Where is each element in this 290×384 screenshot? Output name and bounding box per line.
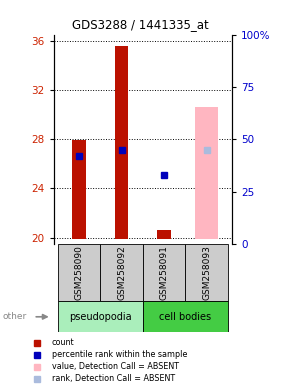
Text: pseudopodia: pseudopodia — [69, 312, 132, 322]
Text: percentile rank within the sample: percentile rank within the sample — [52, 350, 187, 359]
Text: cell bodies: cell bodies — [159, 312, 211, 322]
Text: other: other — [3, 312, 27, 321]
Bar — [157, 230, 171, 239]
Bar — [58, 301, 143, 332]
Bar — [58, 244, 100, 301]
Text: GSM258090: GSM258090 — [75, 245, 84, 300]
Text: rank, Detection Call = ABSENT: rank, Detection Call = ABSENT — [52, 374, 175, 383]
Text: GSM258091: GSM258091 — [160, 245, 168, 300]
Bar — [195, 107, 218, 239]
Text: count: count — [52, 338, 75, 347]
Text: GDS3288 / 1441335_at: GDS3288 / 1441335_at — [72, 18, 209, 31]
Bar — [115, 46, 128, 239]
Bar — [72, 141, 86, 239]
Text: value, Detection Call = ABSENT: value, Detection Call = ABSENT — [52, 362, 179, 371]
Bar — [100, 244, 143, 301]
Bar — [143, 244, 185, 301]
Text: GSM258092: GSM258092 — [117, 245, 126, 300]
Bar — [185, 244, 228, 301]
Text: GSM258093: GSM258093 — [202, 245, 211, 300]
Bar — [143, 301, 228, 332]
